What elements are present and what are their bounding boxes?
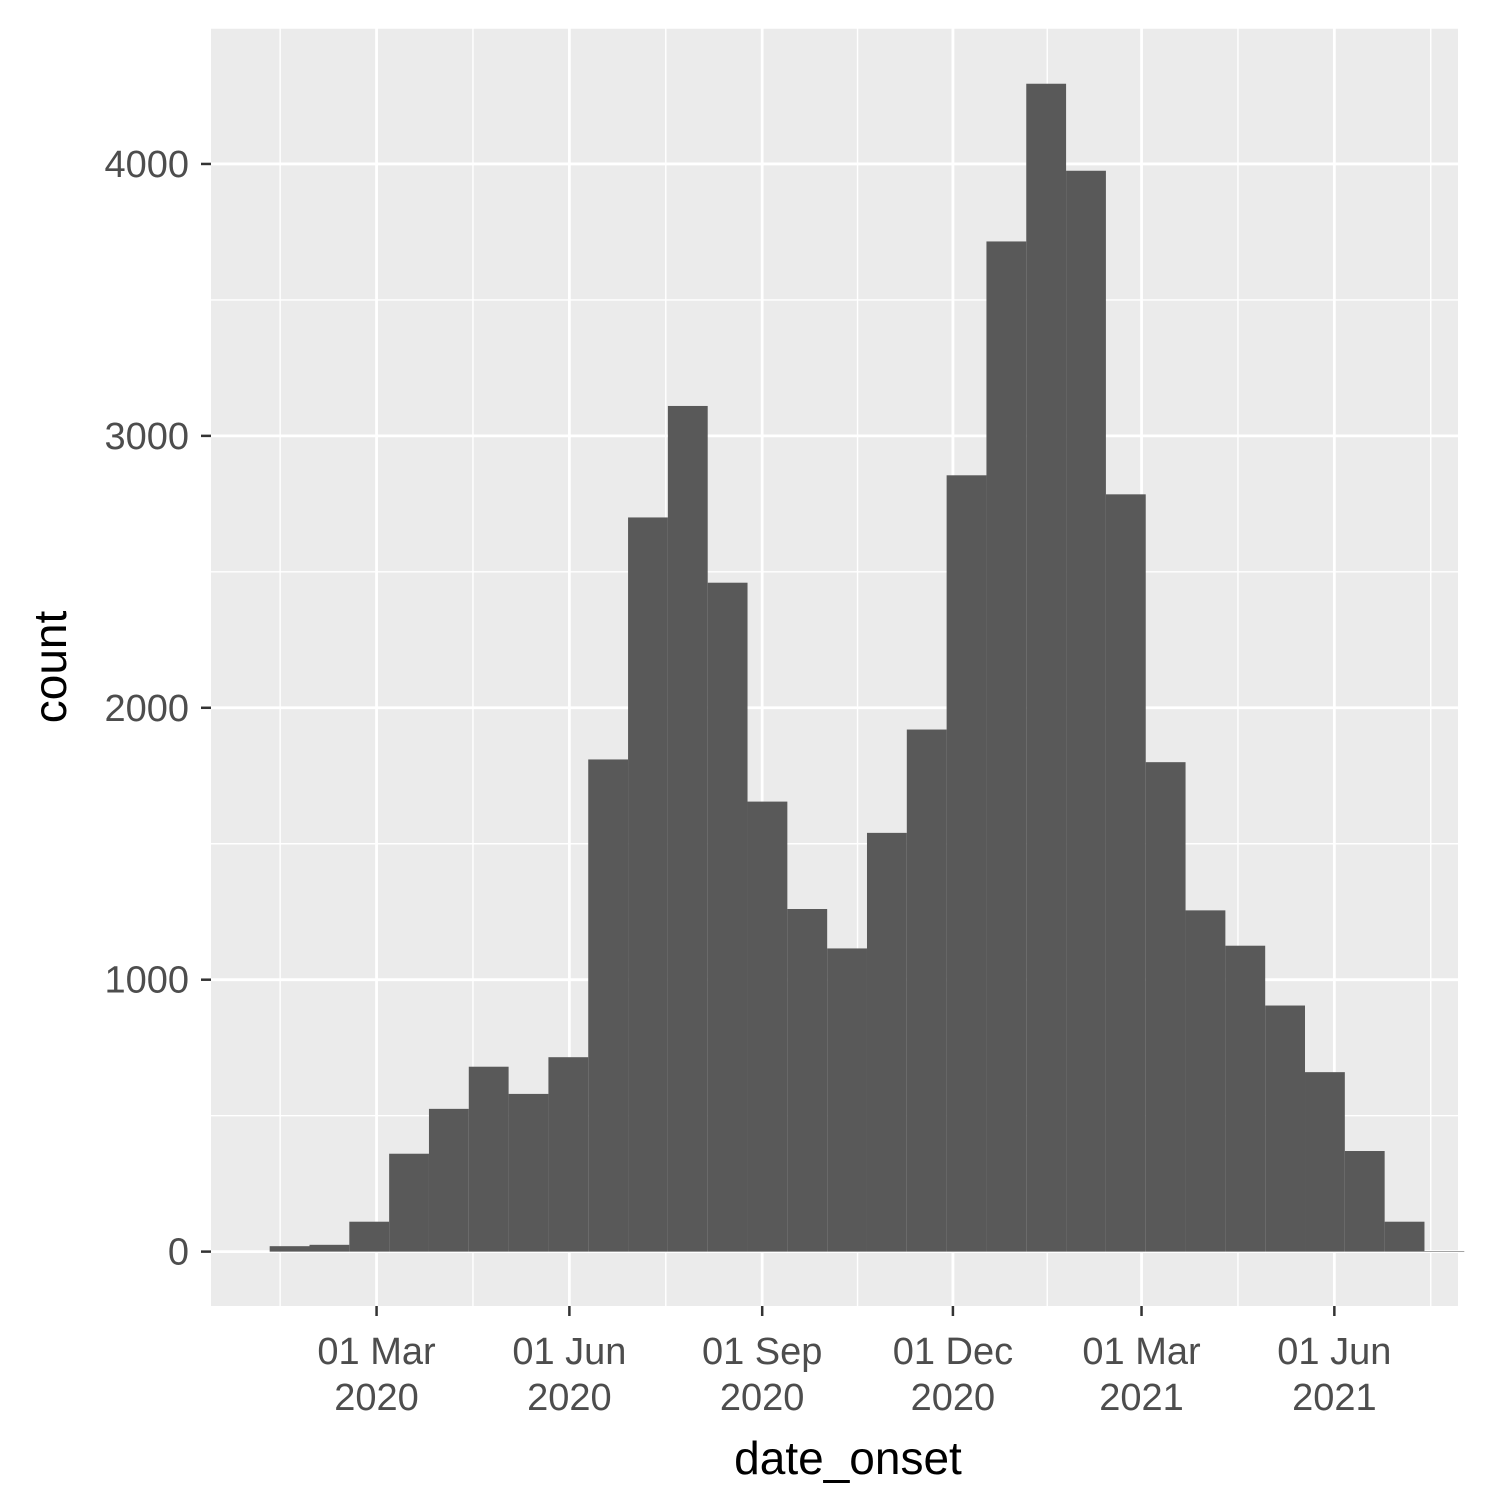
histogram-bars bbox=[269, 83, 1465, 1252]
x-tick-label: 01 Mar 2021 bbox=[1082, 1331, 1201, 1419]
histogram-bar bbox=[628, 517, 668, 1252]
x-tick-label-line1: 01 Mar bbox=[317, 1331, 436, 1373]
x-tick-label-line1: 01 Dec bbox=[893, 1331, 1013, 1373]
x-tick-label: 01 Sep 2020 bbox=[702, 1331, 822, 1419]
histogram-bar bbox=[1026, 83, 1067, 1252]
x-tick-label-line1: 01 Jun bbox=[1277, 1331, 1391, 1373]
histogram-bar bbox=[389, 1153, 429, 1252]
histogram-bar bbox=[827, 948, 867, 1252]
x-tick-label-line2: 2020 bbox=[334, 1377, 419, 1419]
histogram-bar bbox=[1185, 910, 1226, 1252]
x-tick-label-line2: 2021 bbox=[1292, 1377, 1377, 1419]
histogram-bar bbox=[269, 1246, 310, 1252]
histogram-bar bbox=[1424, 1251, 1465, 1252]
histogram-bar bbox=[1105, 494, 1146, 1252]
histogram-bar bbox=[747, 801, 788, 1252]
histogram-bar bbox=[667, 405, 708, 1252]
histogram-bar bbox=[866, 832, 907, 1252]
histogram-bar bbox=[1344, 1151, 1385, 1252]
histogram-bar bbox=[906, 729, 947, 1252]
x-tick-label-line2: 2020 bbox=[911, 1377, 996, 1419]
histogram-bar bbox=[309, 1244, 350, 1252]
histogram-bar bbox=[1066, 170, 1106, 1252]
x-tick-label: 01 Jun 2021 bbox=[1277, 1331, 1391, 1419]
x-tick-label-line2: 2020 bbox=[720, 1377, 805, 1419]
y-tick-label: 1000 bbox=[104, 960, 189, 1002]
x-tick-label: 01 Mar 2020 bbox=[317, 1331, 436, 1419]
x-tick-label-line2: 2020 bbox=[527, 1377, 612, 1419]
histogram-bar bbox=[468, 1066, 509, 1252]
histogram-bar bbox=[428, 1108, 469, 1252]
histogram-bar bbox=[1145, 762, 1186, 1252]
histogram-bar bbox=[1225, 945, 1266, 1252]
y-axis-ticks: 0 1000 2000 3000 4000 bbox=[104, 144, 211, 1274]
x-axis-title: date_onset bbox=[734, 1432, 962, 1484]
y-tick-label: 3000 bbox=[104, 416, 189, 458]
histogram-bar bbox=[1305, 1072, 1345, 1252]
histogram-bar bbox=[548, 1057, 589, 1252]
x-tick-label-line1: 01 Jun bbox=[512, 1331, 626, 1373]
x-tick-label-line2: 2021 bbox=[1099, 1377, 1184, 1419]
histogram-bar bbox=[707, 582, 748, 1252]
x-tick-label-line1: 01 Mar bbox=[1082, 1331, 1201, 1373]
histogram-bar bbox=[787, 909, 828, 1252]
histogram-bar bbox=[349, 1221, 390, 1252]
minor-y-gridlines bbox=[211, 27, 1458, 1117]
x-tick-label: 01 Jun 2020 bbox=[512, 1331, 626, 1419]
histogram-bar bbox=[588, 759, 629, 1252]
histogram-bar bbox=[508, 1093, 549, 1252]
y-tick-label: 4000 bbox=[104, 144, 189, 186]
x-tick-label-line1: 01 Sep bbox=[702, 1331, 822, 1373]
histogram-bar bbox=[946, 475, 987, 1252]
y-tick-label: 2000 bbox=[104, 688, 189, 730]
y-axis-title: count bbox=[24, 611, 76, 724]
x-tick-label: 01 Dec 2020 bbox=[893, 1331, 1013, 1419]
histogram-bar bbox=[986, 241, 1027, 1252]
y-tick-label: 0 bbox=[168, 1232, 189, 1274]
histogram-bar bbox=[1384, 1221, 1425, 1252]
histogram-bar bbox=[1265, 1005, 1306, 1252]
